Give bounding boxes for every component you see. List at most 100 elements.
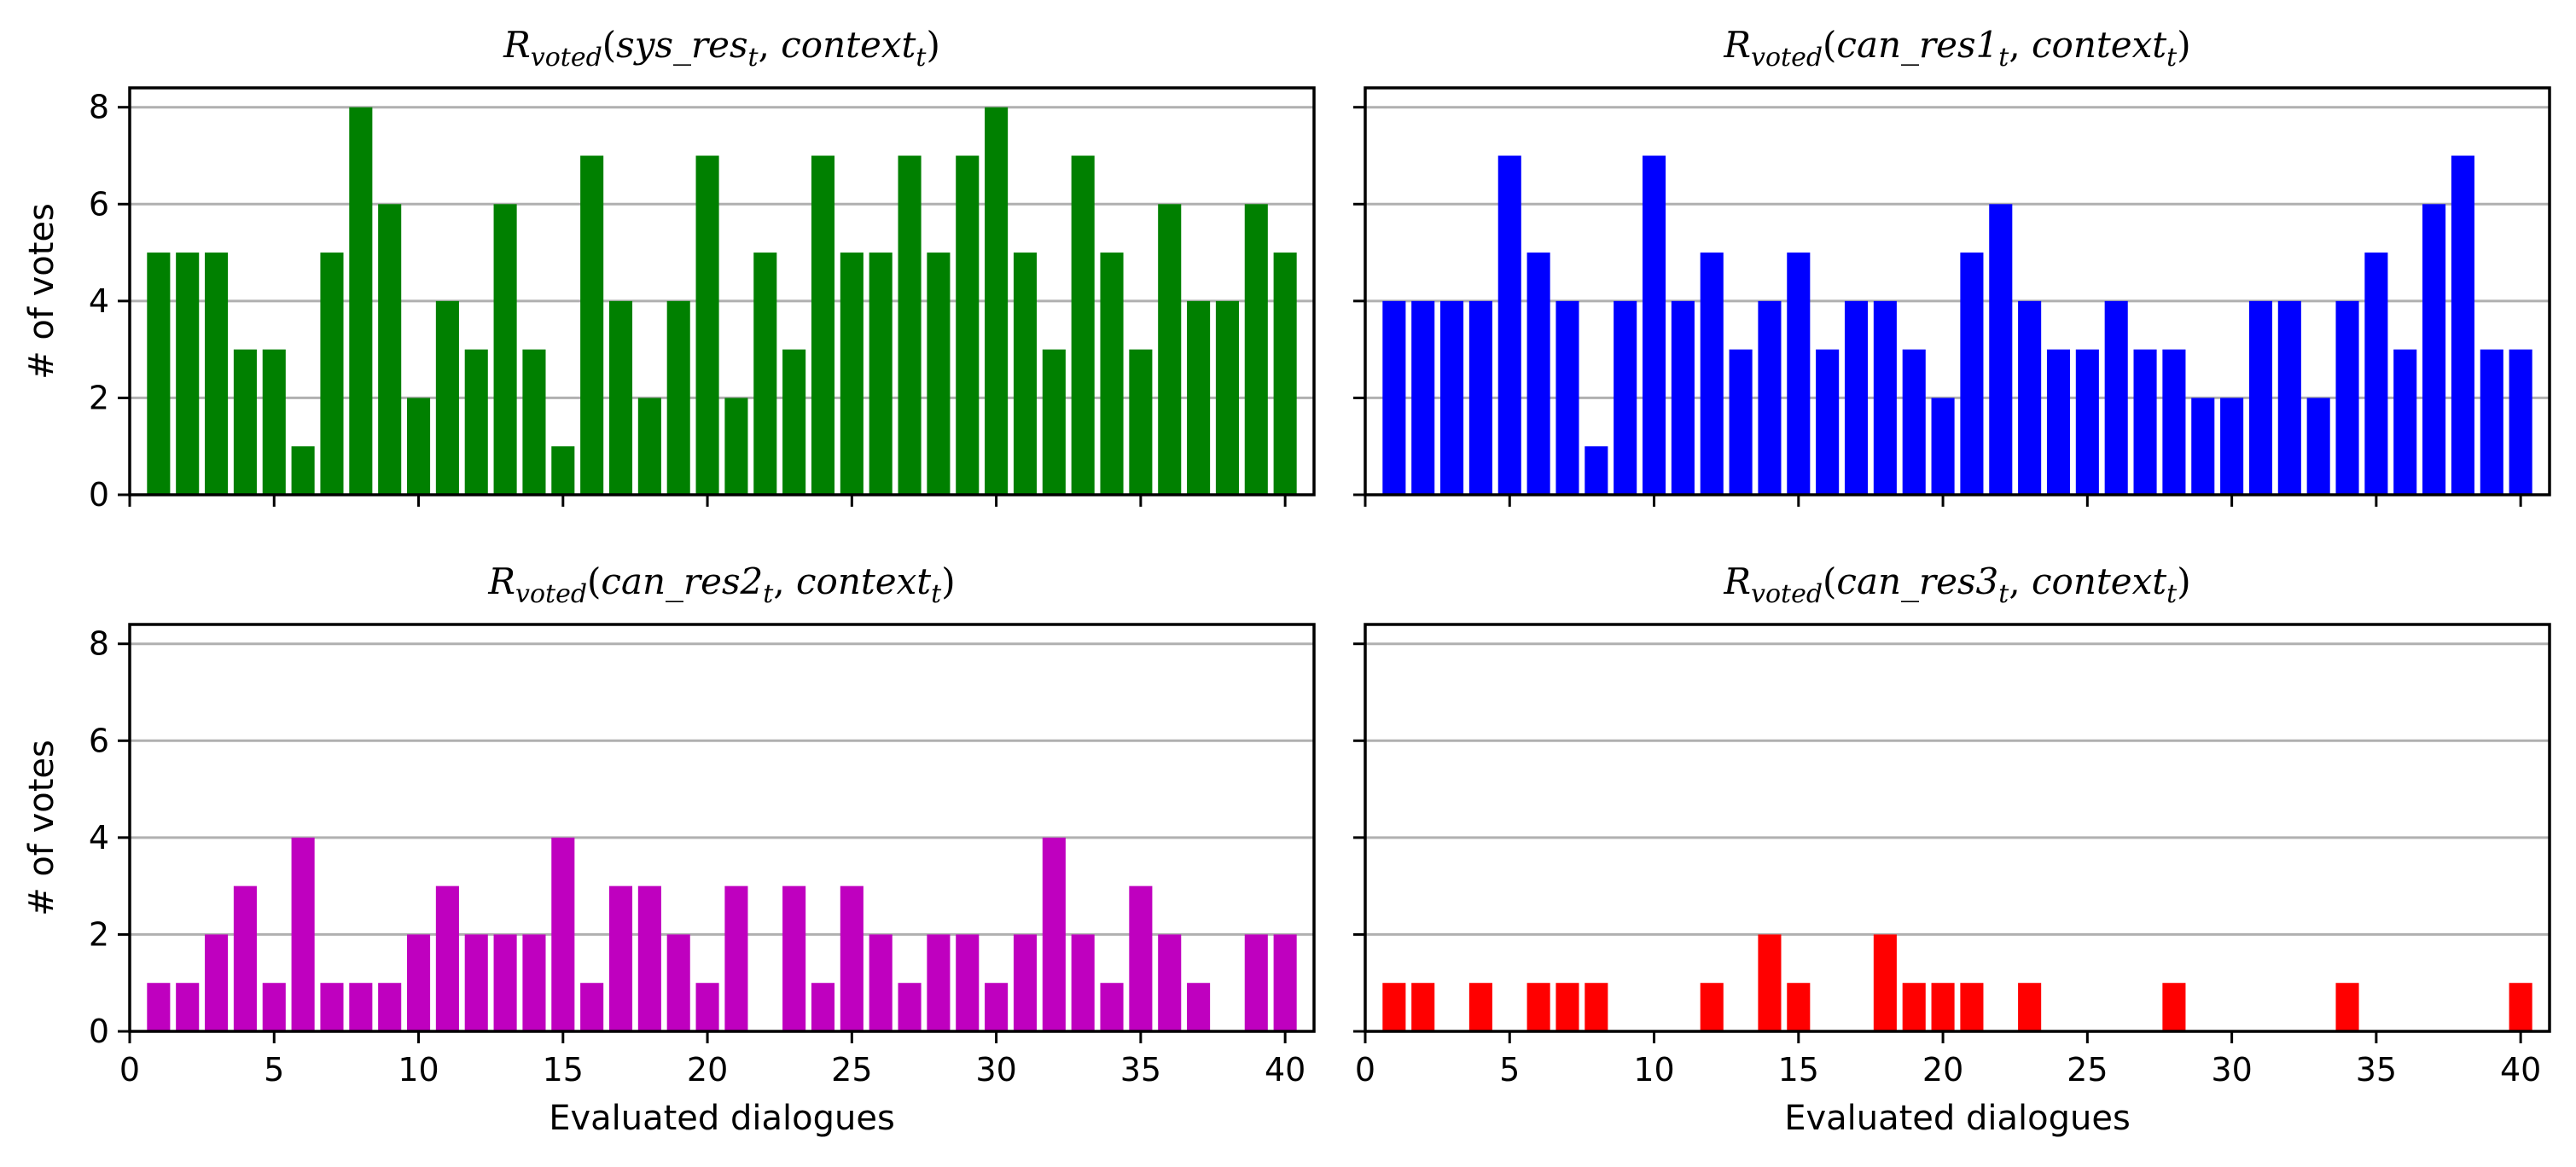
bar-12 [1700,253,1724,495]
bar-11 [1671,300,1695,495]
bar-9 [378,204,402,496]
bar-37 [2422,204,2446,496]
bar-6 [291,837,315,1031]
bar-27 [898,155,922,495]
bar-37 [1187,300,1211,495]
title-part-arg2_sub: t [931,579,942,609]
x-tick-label: 10 [398,1051,439,1089]
x-tick-label: 0 [1355,1051,1375,1089]
title-part-close: ) [2177,560,2190,602]
bar-32 [1042,837,1066,1031]
bar-18 [1873,300,1897,495]
bar-8 [349,983,373,1031]
title-part-arg1: can_res2 [601,560,763,602]
bar-2 [1411,983,1435,1031]
bar-21 [724,885,748,1031]
bar-2 [176,253,200,495]
bar-35 [1129,885,1153,1031]
bar-26 [869,934,893,1031]
bar-32 [2277,300,2301,495]
bar-36 [1158,934,1182,1031]
bar-24 [811,983,835,1031]
x-axis-label: Evaluated dialogues [1784,1099,2131,1138]
title-part-base: R [487,560,515,602]
bar-28 [2162,349,2186,495]
bar-15 [551,446,575,495]
bar-22 [1989,204,2013,496]
panel-title: Rvoted(can_res1t, contextt) [1723,24,2190,73]
x-tick-label: 20 [1922,1051,1963,1089]
x-tick-label: 20 [687,1051,728,1089]
bar-14 [522,349,546,495]
x-tick-label: 40 [1265,1051,1305,1089]
title-part-arg2: context [796,560,931,602]
bar-39 [2480,349,2503,495]
x-tick-label: 35 [1120,1051,1161,1089]
bar-7 [1555,300,1579,495]
bar-4 [1468,983,1492,1031]
x-tick-label: 5 [1499,1051,1520,1089]
x-tick-label: 25 [831,1051,872,1089]
bar-16 [1816,349,1840,495]
bar-4 [233,349,257,495]
bar-28 [2162,983,2186,1031]
bar-26 [2104,300,2128,495]
title-part-open: ( [602,24,616,66]
chart-panel-2: Rvoted(can_res1t, contextt) [1353,24,2551,507]
title-part-arg2: context [781,24,916,66]
axes-frame [1364,623,2551,1033]
bar-34 [2335,983,2359,1031]
title-part-close: ) [941,560,955,602]
y-tick-label: 8 [89,89,109,126]
bar-31 [1013,253,1038,495]
bar-1 [147,983,171,1031]
bar-8 [1585,983,1608,1031]
bar-15 [1787,253,1811,495]
bar-33 [1071,934,1095,1031]
y-tick-label: 2 [89,915,109,953]
bar-36 [2393,349,2417,495]
title-part-arg1_sub: t [1998,43,2009,73]
title-part-base: R [503,24,531,66]
bar-19 [1902,349,1926,495]
bar-13 [493,934,517,1031]
title-part-open: ( [1823,560,1836,602]
bar-13 [1729,349,1753,495]
y-tick-label: 4 [89,819,109,856]
bar-26 [869,253,893,495]
bar-37 [1187,983,1211,1031]
y-tick-label: 6 [89,185,109,223]
bar-9 [1614,300,1637,495]
bar-23 [2018,300,2042,495]
bar-24 [811,155,835,495]
bar-5 [262,983,286,1031]
title-part-sub: voted [1751,579,1823,609]
x-tick-label: 15 [1778,1051,1819,1089]
bar-9 [378,983,402,1031]
bar-29 [956,934,980,1031]
bar-20 [1931,398,1955,495]
bar-38 [2451,155,2474,495]
bar-12 [464,349,488,495]
bar-25 [2075,349,2099,495]
bar-19 [666,300,690,495]
title-part-arg2_sub: t [2166,43,2178,73]
title-part-arg1: can_res1 [1836,24,1998,66]
bar-11 [435,300,459,495]
bar-36 [1158,204,1182,496]
x-tick-label: 40 [2500,1051,2541,1089]
x-tick-label: 15 [543,1051,584,1089]
title-part-arg2_sub: t [916,43,927,73]
y-tick-label: 0 [89,476,109,514]
title-part-sub: voted [1751,43,1823,73]
bar-3 [1440,300,1464,495]
bar-6 [291,446,315,495]
bar-40 [1273,253,1297,495]
bar-14 [1758,300,1782,495]
bar-27 [898,983,922,1031]
bar-19 [1902,983,1926,1031]
bar-10 [1642,155,1666,495]
title-part-sep: , [773,560,796,602]
panel-title: Rvoted(can_res2t, contextt) [487,560,955,609]
bar-4 [233,885,257,1031]
